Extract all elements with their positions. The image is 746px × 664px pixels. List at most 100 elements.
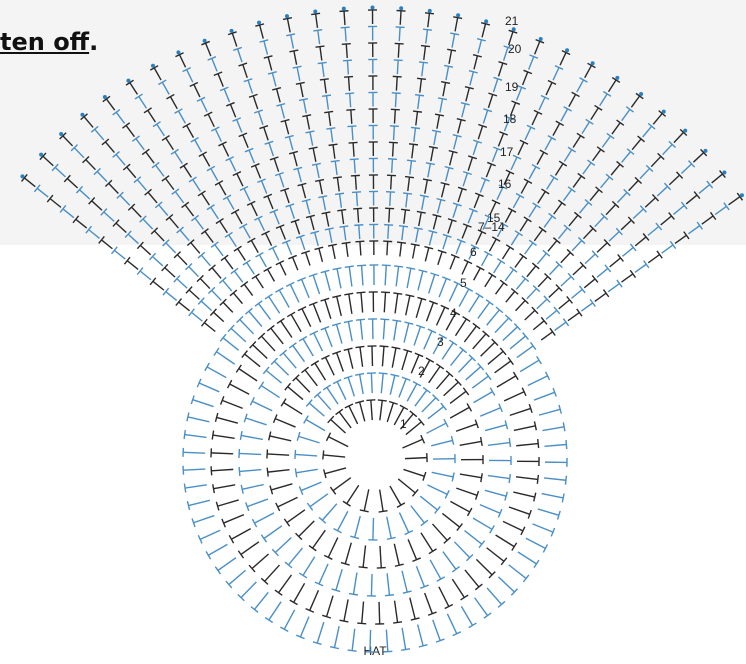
stitch [304, 369, 318, 387]
stitch [94, 128, 105, 141]
stitch [480, 253, 489, 267]
stitch-bar [206, 165, 216, 172]
stitch [438, 586, 450, 607]
stitch-bar [605, 173, 614, 181]
stitch-bar [587, 62, 596, 69]
stitch [271, 72, 277, 87]
stitch [468, 246, 476, 260]
stitch-bar [238, 466, 241, 477]
stitch-bar [241, 350, 248, 358]
stitch [389, 191, 392, 206]
stitch [668, 174, 681, 186]
stitch [423, 45, 427, 61]
stitch-bar [355, 400, 365, 404]
stitch-bar [292, 65, 302, 69]
stitch-bar [182, 122, 191, 129]
stitch-bar [306, 502, 314, 511]
stitch [516, 345, 534, 359]
stitch-bar [422, 471, 427, 481]
stitch-bar [183, 483, 187, 493]
stitch [534, 41, 541, 55]
stitch [532, 320, 545, 331]
stitch [223, 88, 231, 103]
stitch [223, 513, 245, 524]
stitch-bar [355, 372, 365, 376]
stitch [378, 601, 381, 624]
stitch-bar [237, 593, 245, 602]
stitch-bar [148, 252, 157, 261]
stitch-bar [149, 65, 159, 71]
stitch-bar [210, 241, 219, 248]
stitch-bar [236, 315, 244, 324]
stitch-bar [547, 135, 557, 141]
stitch-bar [80, 113, 88, 121]
stitch-bar [508, 473, 512, 484]
stitch [258, 254, 267, 268]
stitch-bar [355, 345, 365, 349]
stitch [441, 342, 454, 360]
stitch-bar [658, 110, 667, 117]
stitch-bar [675, 171, 684, 179]
stitch [492, 78, 499, 93]
dot [80, 112, 85, 117]
stitch [194, 139, 203, 153]
stitch [560, 276, 572, 287]
stitch-bar [489, 525, 495, 534]
stitch [187, 416, 210, 423]
stitch-bar [611, 76, 621, 83]
stitch-bar [472, 53, 482, 58]
stitch [394, 93, 397, 108]
stitch-bar [347, 649, 357, 652]
stitch [324, 327, 333, 348]
stitch [393, 109, 397, 124]
stitch-bar [542, 249, 551, 257]
stitch [235, 119, 243, 133]
stitch [496, 186, 504, 200]
stitch-bar [668, 140, 676, 149]
stitch [85, 159, 96, 171]
stitch [528, 205, 538, 218]
stitch [383, 292, 387, 313]
stitch [621, 151, 632, 163]
stitch-bar [444, 64, 454, 68]
stitch [513, 425, 536, 432]
stitch [647, 225, 660, 236]
stitch-bar [63, 174, 71, 183]
stitch-bar [349, 158, 359, 161]
stitch-bar [424, 245, 434, 250]
stitch-bar [269, 208, 279, 214]
stitch [145, 151, 155, 164]
stitch [252, 400, 273, 412]
stitch-bar [343, 375, 353, 380]
stitch [450, 349, 464, 366]
stitch [526, 265, 537, 278]
stitch [458, 288, 470, 307]
stitch-bar [225, 156, 235, 162]
stitch [386, 516, 392, 539]
stitch [482, 109, 489, 124]
stitch-bar [571, 91, 580, 98]
stitch-bar [213, 347, 220, 356]
stitch-bar [225, 101, 235, 107]
stitch-bar [431, 129, 441, 133]
stitch-bar [288, 150, 299, 155]
stitch [419, 359, 431, 378]
stitch [487, 350, 504, 365]
stitch [318, 248, 324, 263]
stitch [427, 13, 431, 28]
stitch [298, 435, 320, 444]
stitch [431, 471, 454, 478]
row-label: 1 [400, 417, 407, 431]
stitch-bar [366, 399, 376, 402]
stitch-bar [285, 203, 295, 208]
stitch [186, 69, 194, 83]
stitch-bar [512, 154, 522, 160]
stitch-bar [125, 79, 134, 86]
stitch-bar [629, 243, 637, 252]
row-label: 17 [500, 145, 514, 159]
stitch-bar [584, 199, 593, 206]
stitch [404, 456, 427, 460]
dot [370, 5, 375, 10]
stitch-bar [196, 96, 206, 102]
dot [639, 91, 644, 96]
